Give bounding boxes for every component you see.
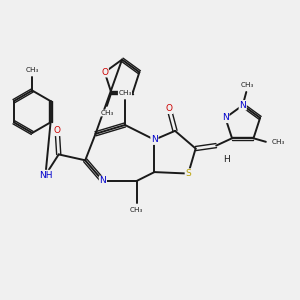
Text: O: O (166, 104, 172, 113)
Text: CH₃: CH₃ (130, 207, 143, 213)
Text: N: N (239, 101, 246, 110)
Text: O: O (54, 126, 61, 135)
Text: CH₃: CH₃ (26, 67, 39, 73)
Text: N: N (100, 176, 106, 185)
Text: S: S (185, 169, 191, 178)
Text: N: N (151, 135, 158, 144)
Text: CH₃: CH₃ (118, 90, 132, 96)
Text: O: O (101, 68, 108, 77)
Text: CH₃: CH₃ (100, 110, 114, 116)
Text: N: N (222, 113, 229, 122)
Text: CH₃: CH₃ (241, 82, 254, 88)
Text: H: H (223, 155, 230, 164)
Text: CH₃: CH₃ (272, 139, 285, 145)
Text: NH: NH (39, 170, 52, 179)
